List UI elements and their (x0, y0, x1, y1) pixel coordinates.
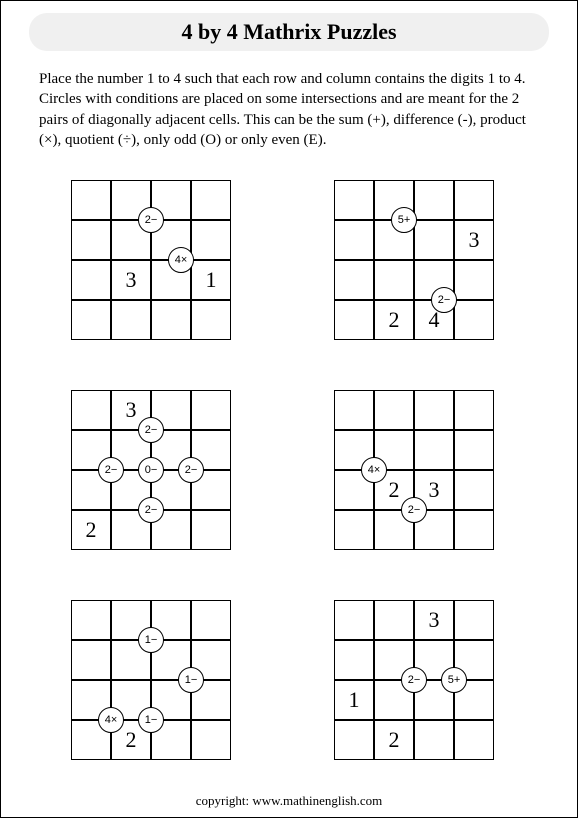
connector-line (427, 680, 441, 681)
grid-cell (414, 720, 454, 760)
page-title: 4 by 4 Mathrix Puzzles (29, 13, 549, 51)
grid-cell (454, 260, 494, 300)
puzzle-grid: 322−2−0−2−2− (71, 390, 231, 550)
grid-cell (414, 430, 454, 470)
connector-line (124, 470, 138, 471)
constraint-circle: 4× (168, 247, 194, 273)
puzzle-grid: 3245+2− (334, 180, 494, 340)
grid-cell (454, 300, 494, 340)
constraint-circle: 5+ (441, 667, 467, 693)
grid-cell (334, 220, 374, 260)
grid-cell (454, 180, 494, 220)
grid-cell (454, 430, 494, 470)
constraint-circle: 2− (401, 497, 427, 523)
grid-cell (334, 720, 374, 760)
grid-cell (191, 720, 231, 760)
grid-cell (71, 600, 111, 640)
given-value: 1 (334, 680, 374, 720)
given-value: 2 (374, 300, 414, 340)
grid-cell (71, 220, 111, 260)
grid-cell (374, 260, 414, 300)
grid-cell (334, 180, 374, 220)
given-value: 3 (111, 260, 151, 300)
puzzle-grid: 31 2−4× (71, 180, 231, 340)
given-value: 3 (454, 220, 494, 260)
puzzle-grid: 312 2− 5+ (334, 600, 494, 760)
constraint-circle: 4× (98, 707, 124, 733)
grid-cell (191, 600, 231, 640)
constraint-circle: 1− (138, 627, 164, 653)
grid-cell (454, 510, 494, 550)
grid-cell (71, 390, 111, 430)
given-value: 3 (414, 600, 454, 640)
constraint-circle: 1− (138, 707, 164, 733)
grid-cell (71, 180, 111, 220)
grid-cell (191, 300, 231, 340)
grid-cell (71, 260, 111, 300)
grid-cell (414, 390, 454, 430)
instructions-text: Place the number 1 to 4 such that each r… (39, 69, 539, 150)
copyright-text: copyright: www.mathinenglish.com (1, 793, 577, 809)
grid-cell (454, 600, 494, 640)
connector-line (124, 720, 138, 721)
constraint-circle: 2− (138, 207, 164, 233)
grid-cell (191, 510, 231, 550)
grid-cell (111, 300, 151, 340)
given-value: 2 (71, 510, 111, 550)
constraint-circle: 2− (178, 457, 204, 483)
grid-cell (334, 510, 374, 550)
grid-cell (374, 600, 414, 640)
grid-cell (334, 640, 374, 680)
grid-cell (191, 180, 231, 220)
grid-cell (414, 180, 454, 220)
grid-cell (414, 220, 454, 260)
constraint-circle: 4× (361, 457, 387, 483)
connector-line (164, 470, 178, 471)
constraint-circle: 2− (138, 417, 164, 443)
grid-cell (191, 390, 231, 430)
given-value: 2 (374, 720, 414, 760)
constraint-circle: 2− (98, 457, 124, 483)
grid-cell (334, 390, 374, 430)
constraint-circle: 2− (431, 287, 457, 313)
puzzle-grid: 21−1−4×1− (71, 600, 231, 760)
constraint-circle: 0− (138, 457, 164, 483)
grid-cell (151, 300, 191, 340)
grid-cell (374, 390, 414, 430)
grid-cell (454, 720, 494, 760)
grid-cell (334, 300, 374, 340)
grid-cell (71, 300, 111, 340)
grid-cell (191, 220, 231, 260)
constraint-circle: 1− (178, 667, 204, 693)
constraint-circle: 2− (401, 667, 427, 693)
puzzles-container: 312−4×3245+2−322−2−0−2−2−234×2−21−1−4×1−… (1, 150, 577, 760)
grid-cell (71, 640, 111, 680)
grid-cell (454, 390, 494, 430)
given-value: 1 (191, 260, 231, 300)
grid-cell (454, 470, 494, 510)
grid-cell (334, 260, 374, 300)
grid-cell (334, 600, 374, 640)
constraint-circle: 5+ (391, 207, 417, 233)
puzzle-grid: 234×2− (334, 390, 494, 550)
constraint-circle: 2− (138, 497, 164, 523)
